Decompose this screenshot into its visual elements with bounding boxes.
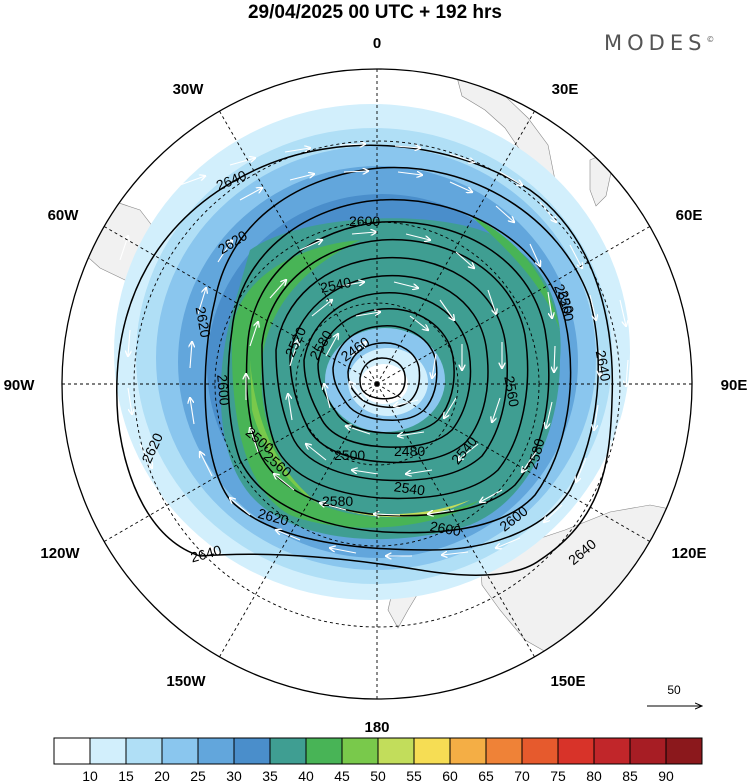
colorbar-tick-label: 65	[478, 768, 494, 782]
colorbar-swatch	[485, 737, 523, 765]
wind-speed-shading	[114, 104, 630, 600]
contour-label: 2560	[555, 289, 577, 323]
longitude-labels: 0 30E 60E 90E 120E 150E 180 150W 120W 90…	[4, 35, 748, 736]
svg-text:2540: 2540	[319, 274, 353, 296]
svg-text:2580: 2580	[322, 493, 353, 509]
colorbar-tick-label: 20	[154, 768, 170, 782]
brand-logo: MODES©	[604, 31, 715, 55]
contour-label: 2640	[593, 349, 614, 383]
svg-text:2480: 2480	[394, 443, 425, 459]
contour-label: 2600	[349, 213, 380, 229]
svg-text:2620: 2620	[256, 505, 290, 529]
contour-label: 2500	[334, 447, 365, 463]
colorbar-swatch	[161, 737, 199, 765]
contour-label: 2620	[256, 505, 290, 529]
svg-text:2640: 2640	[593, 349, 614, 383]
colorbar-swatch	[377, 737, 415, 765]
lon-label-120e: 120E	[671, 545, 706, 562]
svg-text:2600: 2600	[349, 213, 380, 229]
colorbar-tick-label: 15	[118, 768, 134, 782]
contour-label: 2540	[319, 274, 353, 296]
reference-vector-value: 50	[667, 683, 681, 697]
colorbar-swatch	[665, 737, 703, 765]
lon-label-60w: 60W	[48, 207, 80, 224]
colorbar-swatch	[341, 737, 379, 765]
lon-label-150e: 150E	[550, 673, 585, 690]
colorbar-tick-label: 40	[298, 768, 314, 782]
colorbar: 10 15 20 25 30 35 40 45 50 55 60 65 70 75 80 85 90	[53, 737, 703, 782]
colorbar-swatch	[89, 737, 127, 765]
colorbar-swatch	[557, 737, 595, 765]
colorbar-swatch	[449, 737, 487, 765]
lon-label-0: 0	[373, 35, 381, 52]
colorbar-tick-label: 35	[262, 768, 278, 782]
contour-label: 2600	[429, 518, 463, 539]
colorbar-tick-label: 10	[82, 768, 98, 782]
colorbar-swatch	[197, 737, 235, 765]
page-title: 29/04/2025 00 UTC + 192 hrs	[247, 2, 503, 23]
contour-label: 2580	[322, 493, 353, 509]
colorbar-swatch	[233, 737, 271, 765]
svg-text:2600: 2600	[429, 518, 463, 539]
colorbar-swatch	[629, 737, 667, 765]
lon-label-30e: 30E	[552, 81, 579, 98]
colorbar-swatch	[269, 737, 307, 765]
lon-label-90e: 90E	[721, 377, 748, 394]
svg-text:2620: 2620	[193, 305, 214, 339]
colorbar-tick-label: 55	[406, 768, 422, 782]
colorbar-tick-label: 30	[226, 768, 242, 782]
svg-text:2560: 2560	[501, 375, 522, 409]
svg-text:2600: 2600	[214, 374, 233, 407]
colorbar-swatch	[305, 737, 343, 765]
colorbar-tick-label: 90	[658, 768, 674, 782]
lon-label-150w: 150W	[166, 673, 206, 690]
svg-text:2580: 2580	[524, 437, 548, 471]
lon-label-120w: 120W	[40, 545, 80, 562]
colorbar-tick-label: 75	[550, 768, 566, 782]
svg-text:2640: 2640	[189, 542, 223, 566]
svg-text:2500: 2500	[334, 447, 365, 463]
contour-label: 2560	[501, 375, 522, 409]
colorbar-swatch	[593, 737, 631, 765]
colorbar-tick-label: 80	[586, 768, 602, 782]
lon-label-180: 180	[364, 719, 389, 736]
height-contours	[116, 144, 614, 576]
colorbar-tick-label: 60	[442, 768, 458, 782]
contour-label: 2640	[189, 542, 223, 566]
colorbar-swatch	[413, 737, 451, 765]
svg-text:2540: 2540	[393, 478, 426, 498]
colorbar-swatch	[521, 737, 559, 765]
colorbar-swatch	[125, 737, 163, 765]
colorbar-tick-label: 45	[334, 768, 350, 782]
contour-label: 2480	[394, 443, 425, 459]
colorbar-tick-label: 25	[190, 768, 206, 782]
contour-label: 2600	[214, 374, 233, 407]
svg-text:2560: 2560	[555, 289, 577, 323]
map-boundary	[61, 68, 693, 700]
lon-label-60e: 60E	[676, 207, 703, 224]
lon-label-30w: 30W	[173, 81, 205, 98]
colorbar-swatch	[53, 737, 91, 765]
contour-label: 2620	[193, 305, 214, 339]
contour-label: 2540	[393, 478, 426, 498]
jet-peak-band	[250, 360, 320, 505]
contour-label: 2580	[524, 437, 548, 471]
colorbar-tick-label: 70	[514, 768, 530, 782]
meridians	[62, 69, 692, 699]
lon-label-90w: 90W	[4, 377, 36, 394]
wind-vectors	[119, 144, 628, 556]
reference-vector: 50	[647, 683, 702, 706]
colorbar-tick-label: 85	[622, 768, 638, 782]
colorbar-tick-label: 50	[370, 768, 386, 782]
